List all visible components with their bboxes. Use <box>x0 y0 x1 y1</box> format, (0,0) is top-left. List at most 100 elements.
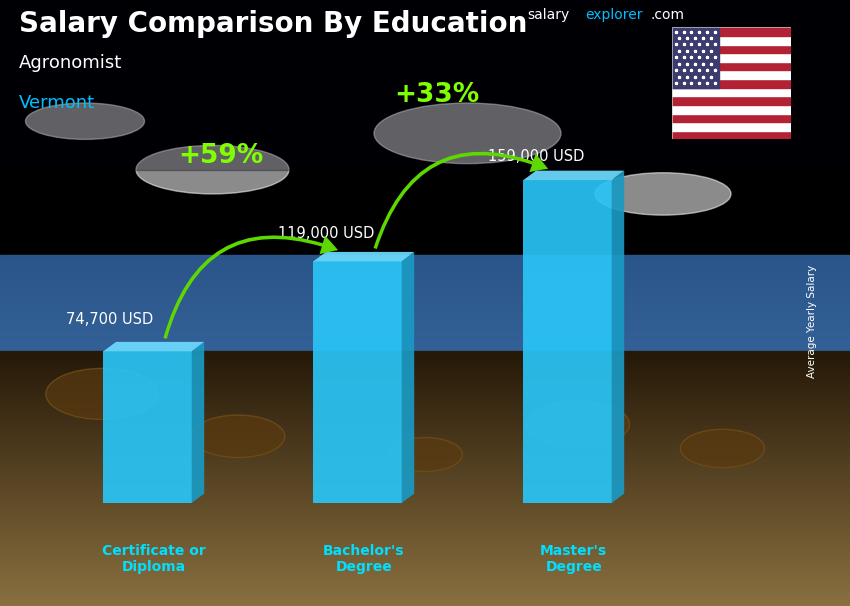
Ellipse shape <box>388 438 462 471</box>
Bar <box>672 62 790 70</box>
Bar <box>0 351 850 356</box>
Polygon shape <box>314 252 414 261</box>
Bar <box>0 373 850 377</box>
Bar <box>104 351 191 503</box>
Text: Bachelor's
Degree: Bachelor's Degree <box>323 544 405 574</box>
Text: Agronomist: Agronomist <box>19 54 122 72</box>
Bar <box>0 466 850 470</box>
Bar <box>0 432 850 436</box>
Bar <box>0 479 850 483</box>
Bar <box>0 522 850 527</box>
Bar <box>672 122 790 131</box>
Bar <box>0 441 850 445</box>
Text: Salary Comparison By Education: Salary Comparison By Education <box>19 10 527 38</box>
Bar <box>0 385 850 390</box>
Bar <box>0 509 850 514</box>
FancyArrowPatch shape <box>373 152 548 249</box>
Bar <box>0 395 850 399</box>
Bar <box>0 453 850 458</box>
Bar <box>0 360 850 364</box>
Bar <box>0 436 850 441</box>
Bar <box>0 398 850 402</box>
Bar <box>0 290 850 294</box>
Text: 159,000 USD: 159,000 USD <box>488 149 584 164</box>
Ellipse shape <box>191 415 285 458</box>
Bar <box>0 555 850 559</box>
Bar <box>0 422 850 426</box>
Bar <box>0 439 850 444</box>
Bar <box>0 602 850 606</box>
Bar <box>0 474 850 479</box>
Bar <box>0 549 850 553</box>
Bar <box>0 435 850 439</box>
Bar <box>0 356 850 360</box>
Bar <box>0 576 850 581</box>
Ellipse shape <box>595 173 731 215</box>
Bar <box>0 558 850 562</box>
Bar <box>0 536 850 540</box>
Bar <box>0 408 850 413</box>
Bar <box>0 585 850 589</box>
Bar <box>0 316 850 321</box>
Bar <box>0 598 850 602</box>
Bar <box>0 598 850 602</box>
Bar <box>0 268 850 272</box>
Bar <box>0 508 850 513</box>
Bar <box>0 579 850 584</box>
Polygon shape <box>524 171 624 180</box>
Bar <box>0 496 850 500</box>
Bar <box>0 540 850 544</box>
Bar <box>0 581 850 585</box>
Bar <box>0 589 850 593</box>
Bar <box>0 496 850 501</box>
Bar <box>0 584 850 588</box>
Bar <box>0 534 850 538</box>
Bar <box>0 415 850 419</box>
Bar <box>0 402 850 407</box>
Bar <box>0 500 850 504</box>
Bar <box>0 342 850 347</box>
Bar <box>0 333 850 338</box>
Bar <box>0 492 850 496</box>
Bar <box>0 567 850 571</box>
Ellipse shape <box>527 401 629 447</box>
Bar <box>0 399 850 404</box>
Bar <box>0 572 850 576</box>
Bar <box>672 105 790 113</box>
Bar <box>0 272 850 276</box>
Text: salary: salary <box>527 7 570 22</box>
Bar <box>0 364 850 368</box>
Bar <box>0 602 850 606</box>
Bar <box>0 575 850 579</box>
Text: Vermont: Vermont <box>19 94 95 112</box>
Bar <box>672 96 790 105</box>
Bar <box>0 538 850 542</box>
Bar <box>0 530 850 534</box>
Ellipse shape <box>680 429 765 468</box>
Bar <box>0 259 850 264</box>
Bar <box>0 394 850 398</box>
Bar <box>672 53 790 62</box>
Bar <box>0 281 850 285</box>
Bar <box>0 378 850 382</box>
Bar <box>0 483 850 487</box>
Text: .com: .com <box>650 7 684 22</box>
Bar <box>0 470 850 474</box>
Bar <box>0 514 850 518</box>
Text: +33%: +33% <box>394 82 480 108</box>
Bar <box>0 294 850 299</box>
Bar <box>0 351 850 356</box>
Bar <box>0 479 850 483</box>
Bar <box>0 553 850 558</box>
Bar <box>672 131 790 139</box>
Bar <box>0 430 850 435</box>
Bar <box>0 487 850 491</box>
Bar <box>0 461 850 465</box>
Bar <box>0 360 850 364</box>
Bar <box>0 487 850 492</box>
Bar <box>0 373 850 378</box>
Bar <box>0 417 850 422</box>
Bar <box>0 264 850 268</box>
Bar <box>0 564 850 568</box>
Bar <box>314 261 401 503</box>
